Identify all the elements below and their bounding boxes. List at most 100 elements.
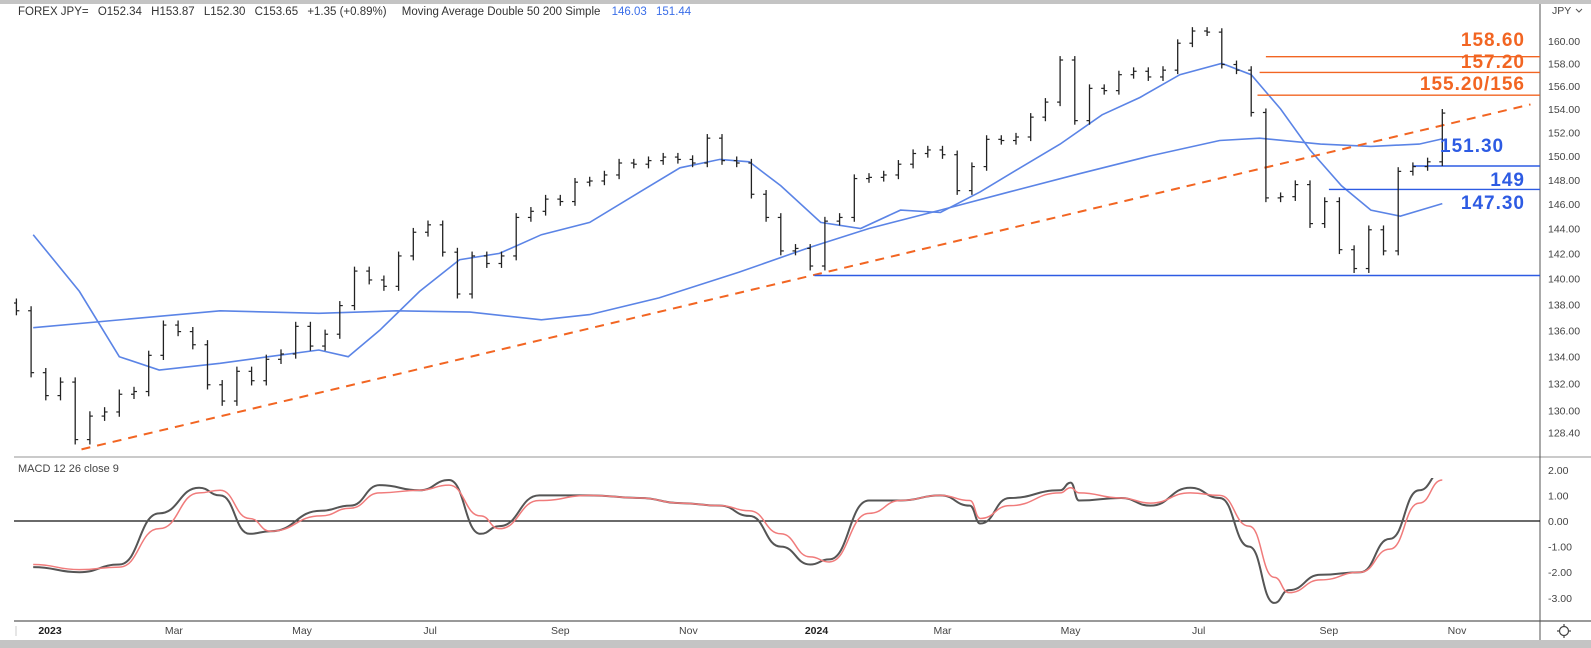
price-bar[interactable] [425, 220, 431, 237]
price-bar[interactable] [1042, 98, 1049, 122]
price-bar[interactable] [1027, 113, 1034, 142]
price-bar[interactable] [233, 366, 240, 406]
price-bar[interactable] [322, 329, 329, 351]
price-bar[interactable] [924, 145, 931, 158]
price-bar[interactable] [1115, 70, 1122, 95]
price-bar[interactable] [395, 251, 402, 291]
price-bar[interactable] [836, 213, 843, 226]
price-bar[interactable] [866, 173, 872, 183]
price-bar[interactable] [278, 349, 284, 364]
chevron-down-icon[interactable] [1575, 8, 1583, 13]
price-bar[interactable] [1365, 225, 1372, 273]
price-bar[interactable] [469, 251, 476, 299]
price-bar[interactable] [719, 134, 725, 165]
price-bar[interactable] [42, 367, 49, 401]
price-bar[interactable] [1145, 67, 1152, 81]
price-bar[interactable] [910, 149, 917, 169]
price-bar[interactable] [763, 190, 770, 222]
price-bar[interactable] [1160, 66, 1166, 81]
price-bar[interactable] [248, 366, 255, 386]
price-bar[interactable] [454, 247, 461, 299]
price-bar[interactable] [792, 244, 799, 256]
price-bar[interactable] [189, 327, 196, 350]
price-bar[interactable] [1218, 28, 1225, 69]
gear-icon[interactable] [1558, 625, 1570, 637]
price-bar[interactable] [1174, 39, 1181, 75]
price-bar[interactable] [145, 350, 152, 397]
price-bar[interactable] [336, 301, 343, 339]
price-bar[interactable] [1395, 167, 1402, 256]
price-bar[interactable] [630, 158, 637, 169]
price-bar[interactable] [292, 321, 299, 359]
price-bar[interactable] [410, 227, 417, 261]
price-bar[interactable] [807, 244, 814, 271]
price-bar[interactable] [1013, 132, 1019, 145]
price-plot[interactable] [13, 27, 1540, 451]
price-bar[interactable] [1262, 108, 1269, 203]
price-bar[interactable] [175, 320, 182, 337]
price-bar[interactable] [204, 340, 211, 390]
price-bar[interactable] [1321, 197, 1328, 228]
price-bar[interactable] [131, 386, 137, 399]
price-bar[interactable] [1336, 197, 1343, 255]
price-bar[interactable] [557, 194, 564, 206]
price-bar[interactable] [1248, 66, 1255, 117]
price-bar[interactable] [1424, 157, 1431, 171]
price-bar[interactable] [1292, 180, 1299, 201]
price-bar[interactable] [616, 158, 623, 180]
price-bar[interactable] [483, 251, 490, 268]
price-bar[interactable] [1277, 192, 1284, 203]
price-bar[interactable] [57, 377, 64, 401]
price-bar[interactable] [645, 156, 652, 169]
price-bar[interactable] [1409, 162, 1416, 176]
price-bar[interactable] [1189, 27, 1196, 48]
price-bar[interactable] [498, 251, 505, 268]
time-axis[interactable]: 2023 Mar May Jul Sep Nov 2024 Mar May Jul Sep Nov [38, 625, 1467, 637]
price-bar[interactable] [660, 152, 667, 165]
price-bar[interactable] [1071, 56, 1078, 125]
trendline[interactable] [81, 103, 1531, 451]
price-bar[interactable] [1380, 225, 1387, 256]
price-bar[interactable] [674, 152, 681, 164]
price-bar[interactable] [1101, 84, 1108, 95]
price-bar[interactable] [1130, 67, 1137, 79]
price-bar[interactable] [939, 145, 946, 159]
price-bar[interactable] [513, 213, 520, 261]
price-bar[interactable] [689, 155, 696, 168]
price-bar[interactable] [733, 156, 740, 168]
price-bar[interactable] [983, 135, 990, 171]
settings-button[interactable] [1557, 624, 1571, 638]
price-bar[interactable] [968, 162, 975, 195]
price-bar[interactable] [28, 306, 35, 378]
price-bar[interactable] [998, 135, 1005, 145]
price-bar[interactable] [880, 170, 887, 182]
price-bar[interactable] [380, 275, 387, 291]
price-bar[interactable] [821, 216, 828, 271]
price-bar[interactable] [116, 389, 123, 417]
price-bar[interactable] [1086, 84, 1093, 125]
currency-label[interactable]: JPY [1552, 5, 1571, 17]
price-bar[interactable] [851, 174, 858, 222]
price-bar[interactable] [86, 411, 93, 445]
price-bar[interactable] [13, 298, 20, 316]
price-bar[interactable] [366, 266, 373, 285]
currency-selector[interactable]: JPY [1552, 5, 1583, 17]
price-bar[interactable] [1307, 180, 1313, 228]
macd-plot[interactable] [14, 471, 1540, 604]
price-bar[interactable] [307, 321, 314, 351]
price-bar[interactable] [351, 266, 358, 311]
price-axis[interactable]: 160.00 158.00 156.00 154.00 152.00 150.00 148.… [1548, 36, 1580, 440]
price-bar[interactable] [1439, 109, 1446, 166]
price-bar[interactable] [101, 407, 108, 421]
price-bar[interactable] [160, 320, 167, 360]
price-bar[interactable] [895, 160, 902, 180]
price-bar[interactable] [1057, 56, 1064, 107]
price-bar[interactable] [704, 134, 711, 168]
price-bar[interactable] [263, 354, 270, 386]
price-bar[interactable] [542, 194, 549, 216]
price-bar[interactable] [777, 213, 784, 256]
price-bar[interactable] [1204, 27, 1211, 37]
price-bar[interactable] [219, 380, 226, 406]
price-bar[interactable] [748, 158, 755, 199]
price-bar[interactable] [586, 176, 593, 187]
